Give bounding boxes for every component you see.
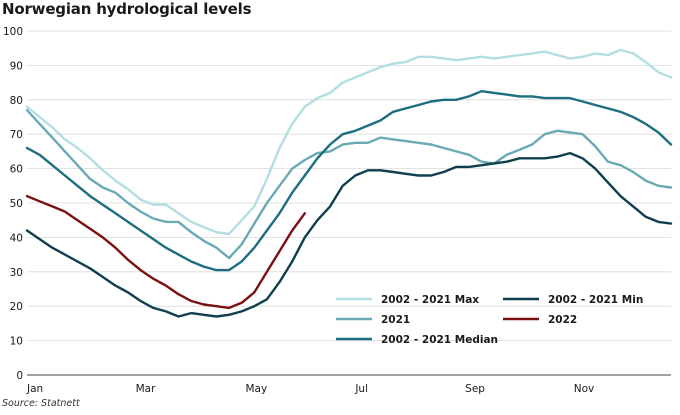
legend-label: 2021 (381, 314, 410, 326)
y-tick-label: 80 (10, 95, 23, 107)
series-lines (25, 48, 673, 318)
y-tick-label: 70 (10, 129, 23, 141)
x-tick-label: Mar (136, 383, 156, 395)
x-tick-label: May (245, 383, 267, 395)
y-axis-ticks: 0 10 20 30 40 50 60 70 80 90 100 (3, 26, 23, 382)
legend-label: 2002 - 2021 Min (548, 294, 643, 306)
series-line-0 (25, 48, 673, 236)
x-tick-label: Sep (465, 383, 485, 395)
series-line-1 (25, 108, 673, 260)
legend-label: 2022 (548, 314, 577, 326)
series-line-3 (25, 151, 673, 318)
x-tick-label: Nov (574, 383, 595, 395)
y-tick-label: 40 (10, 232, 23, 244)
source-note: Source: Statnett (2, 398, 80, 409)
chart-title: Norwegian hydrological levels (2, 0, 252, 18)
legend: 2002 - 2021 Max 2002 - 2021 Min 2021 2022 20… (336, 294, 643, 346)
y-tick-label: 20 (10, 301, 23, 313)
y-tick-label: 60 (10, 164, 23, 176)
x-tick-label: Jan (26, 383, 43, 395)
legend-label: 2002 - 2021 Max (381, 294, 479, 306)
y-tick-label: 10 (10, 336, 23, 348)
gridlines (27, 30, 671, 376)
y-tick-label: 30 (10, 267, 23, 279)
legend-label: 2002 - 2021 Median (381, 334, 498, 346)
series-line-4 (25, 194, 306, 310)
x-axis-ticks: Jan Mar May Jul Sep Nov (26, 383, 594, 395)
y-tick-label: 0 (16, 370, 23, 382)
y-tick-label: 100 (3, 26, 23, 38)
y-tick-label: 50 (10, 198, 23, 210)
y-tick-label: 90 (10, 60, 23, 72)
series-line-2 (25, 90, 673, 272)
x-tick-label: Jul (354, 383, 368, 395)
